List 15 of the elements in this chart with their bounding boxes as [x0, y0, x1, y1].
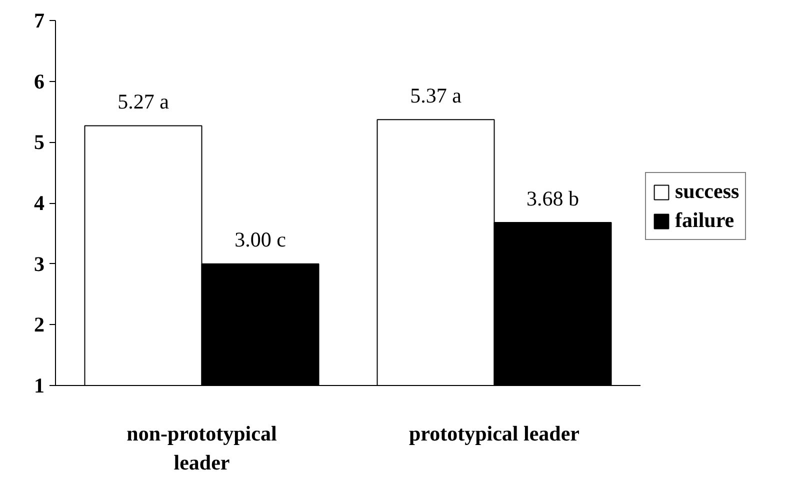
- data-label: 5.37 a: [410, 83, 462, 108]
- data-label: 3.68 b: [526, 186, 579, 210]
- data-label: 5.27 a: [118, 90, 170, 114]
- legend-label: failure: [675, 208, 734, 233]
- y-tick-label: 3: [34, 252, 44, 276]
- y-tick-label: 2: [34, 312, 44, 337]
- data-label: 3.00 c: [234, 228, 286, 252]
- y-tick-label: 4: [34, 191, 45, 215]
- y-tick-label: 1: [34, 374, 44, 398]
- x-tick-label: prototypical leader: [409, 422, 580, 446]
- legend-label: success: [675, 179, 740, 204]
- y-tick-label: 6: [34, 69, 44, 94]
- y-tick-label: 5: [34, 130, 44, 154]
- x-tick-label: non-prototypical leader: [126, 422, 277, 474]
- y-tick-label: 7: [34, 8, 44, 32]
